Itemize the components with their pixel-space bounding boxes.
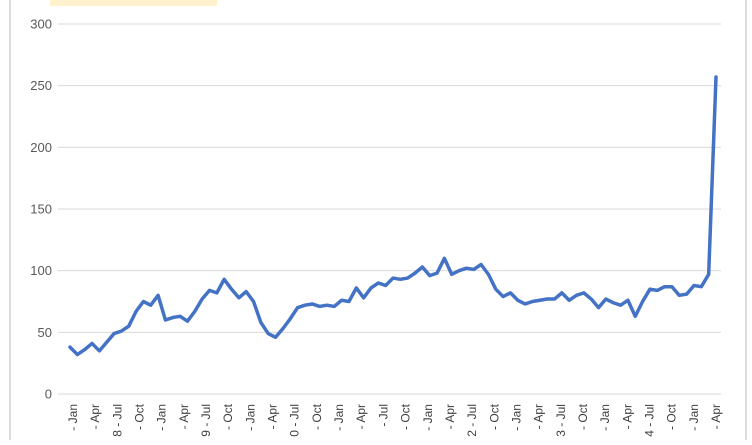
x-tick-label: - Oct bbox=[487, 403, 501, 430]
x-tick-label: - Oct bbox=[665, 403, 679, 430]
x-tick-label: - Jan bbox=[598, 404, 612, 431]
x-tick-label: 0 - Jul bbox=[288, 404, 302, 437]
x-tick-label: - Apr bbox=[709, 404, 723, 429]
x-tick-label: - Jan bbox=[509, 404, 523, 431]
x-tick-label: - Apr bbox=[354, 404, 368, 429]
x-tick-label: - Jan bbox=[332, 404, 346, 431]
title-box bbox=[50, 0, 217, 6]
y-tick-label: 0 bbox=[45, 387, 52, 402]
x-tick-label: - Jan bbox=[421, 404, 435, 431]
x-tick-label: - Oct bbox=[221, 403, 235, 430]
x-tick-label: - Oct bbox=[310, 403, 324, 430]
y-tick-label: 300 bbox=[30, 17, 52, 32]
x-tick-label: - Jul bbox=[376, 404, 390, 427]
series-layer bbox=[68, 75, 718, 357]
x-tick-label: 3 - Jul bbox=[554, 404, 568, 437]
x-tick-label: - Oct bbox=[399, 403, 413, 430]
x-tick-label: 4 - Jul bbox=[642, 404, 656, 437]
x-tick-label: - Oct bbox=[576, 403, 590, 430]
y-tick-label: 50 bbox=[38, 325, 52, 340]
x-tick-label: - Jan bbox=[687, 404, 701, 431]
x-tick-label: - Apr bbox=[88, 404, 102, 429]
y-axis-labels: 0 50 100 150 200 250 300 bbox=[30, 17, 52, 402]
x-tick-label: - Apr bbox=[532, 404, 546, 429]
series-line bbox=[68, 75, 718, 357]
x-tick-label: 8 - Jul bbox=[110, 404, 124, 437]
x-tick-label: - Jan bbox=[155, 404, 169, 431]
x-tick-label: - Jan bbox=[66, 404, 80, 431]
y-tick-label: 150 bbox=[30, 202, 52, 217]
x-axis-labels: - Jan - Apr 8 - Jul - Oct - Jan - Apr 9 - Jul -… bbox=[66, 403, 723, 436]
x-tick-label: - Oct bbox=[133, 403, 147, 430]
x-tick-label: - Apr bbox=[620, 404, 634, 429]
x-tick-label: - Apr bbox=[266, 404, 280, 429]
gridlines bbox=[58, 23, 721, 395]
x-tick-label: - Apr bbox=[177, 404, 191, 429]
y-tick-label: 100 bbox=[30, 263, 52, 278]
x-tick-label: - Jan bbox=[243, 404, 257, 431]
x-tick-label: 2 - Jul bbox=[465, 404, 479, 437]
y-tick-label: 250 bbox=[30, 78, 52, 93]
x-tick-label: - Apr bbox=[443, 404, 457, 429]
y-tick-label: 200 bbox=[30, 140, 52, 155]
x-tick-label: 9 - Jul bbox=[199, 404, 213, 437]
